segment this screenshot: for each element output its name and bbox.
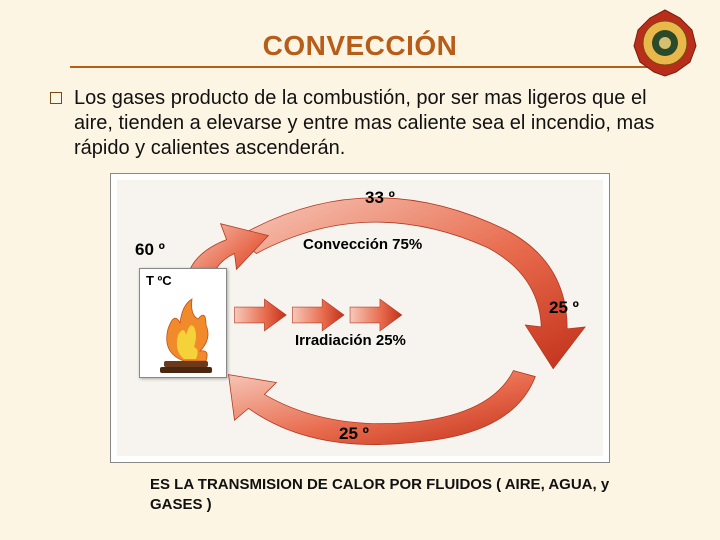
slide-title: CONVECCIÓN	[70, 30, 650, 68]
diagram-canvas: T ºC 33 º 60 º 25 º 25 º Convección 75% …	[117, 180, 603, 456]
slide: CONVECCIÓN Los gases producto de la comb…	[0, 0, 720, 540]
bullet-item: Los gases producto de la combustión, por…	[50, 86, 670, 161]
label-top-deg: 33 º	[365, 188, 395, 208]
label-left-deg: 60 º	[135, 240, 165, 260]
label-irradiacion: Irradiación 25%	[295, 332, 406, 349]
bullet-marker	[50, 92, 62, 104]
convection-diagram: T ºC 33 º 60 º 25 º 25 º Convección 75% …	[110, 173, 610, 463]
fire-source-box: T ºC	[139, 268, 227, 378]
label-conveccion: Convección 75%	[303, 236, 422, 253]
label-bottom-deg: 25 º	[339, 424, 369, 444]
footer-text: ES LA TRANSMISION DE CALOR POR FLUIDOS (…	[150, 475, 650, 514]
label-right-deg: 25 º	[549, 298, 579, 318]
body-text: Los gases producto de la combustión, por…	[74, 86, 670, 161]
org-badge	[630, 8, 700, 78]
